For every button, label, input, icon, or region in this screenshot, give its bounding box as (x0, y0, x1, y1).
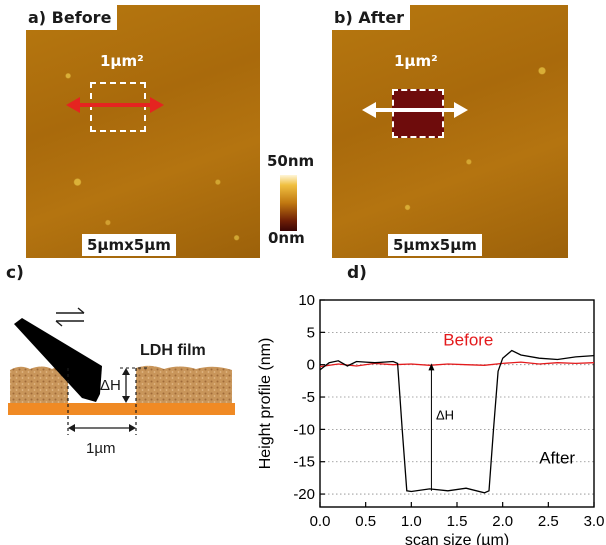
scratched-area-box (392, 89, 444, 138)
scan-area-label-before: 1µm² (100, 52, 144, 70)
afm-image-before: a) Before 1µm² 5µmx5µm (26, 5, 260, 258)
y-tick-label: -20 (293, 486, 315, 503)
height-colorbar (280, 175, 297, 231)
substrate-layer (8, 403, 235, 415)
colorbar-min-label: 0nm (268, 229, 305, 247)
series-line-before (319, 361, 595, 368)
image-scale-label-before: 5µmx5µm (82, 234, 176, 256)
colorbar-max-label: 50nm (267, 152, 315, 170)
x-tick-label: 2.0 (492, 513, 513, 530)
scan-direction-arrow-after (362, 102, 468, 118)
annotation-before: Before (443, 330, 493, 349)
panel-b-title: b) After (332, 5, 411, 30)
x-tick-label: 1.0 (401, 513, 422, 530)
height-profile-chart: 10 5 0 -5 -10 -15 -20 0.0 0.5 1.0 1.5 2.0 2.5 3.0 Bef… (257, 292, 605, 545)
series-line-after (319, 349, 595, 494)
motion-arrows-icon (55, 307, 85, 327)
x-tick-label: 0.5 (355, 513, 376, 530)
x-tick-label: 3.0 (584, 513, 605, 530)
x-tick-label: 2.5 (538, 513, 559, 530)
panel-c-label: c) (6, 263, 24, 283)
panel-a-title: a) Before (26, 5, 118, 30)
x-tick-label: 0.0 (310, 513, 331, 530)
y-tick-label: 10 (298, 292, 315, 309)
width-label: 1µm (86, 440, 115, 457)
x-tick-label: 1.5 (447, 513, 468, 530)
x-axis-title: scan size (µm) (405, 532, 509, 545)
panel-d-label: d) (347, 263, 367, 283)
afm-image-after: b) After 1µm² 5µmx5µm (332, 5, 568, 258)
film-label: LDH film (140, 342, 206, 359)
annotation-delta-h: ΔH (436, 408, 454, 423)
y-tick-label: -5 (302, 389, 315, 406)
y-tick-label: 0 (307, 357, 315, 374)
afm-tip (14, 318, 102, 402)
y-tick-label: -10 (293, 421, 315, 438)
y-tick-label: -15 (293, 454, 315, 471)
image-scale-label-after: 5µmx5µm (388, 234, 482, 256)
scan-area-label-after: 1µm² (394, 52, 438, 70)
film-block-right (136, 365, 232, 403)
y-axis-title: Height profile (nm) (257, 338, 274, 470)
scan-direction-arrow-before (66, 97, 164, 113)
delta-h-arrowhead (428, 363, 435, 371)
annotation-after: After (539, 449, 575, 468)
depth-label: ΔH (100, 377, 121, 394)
scratch-schematic: ΔH 1µm LDH film (8, 307, 235, 457)
film-block-left (10, 366, 68, 403)
y-tick-label: 5 (307, 324, 315, 341)
